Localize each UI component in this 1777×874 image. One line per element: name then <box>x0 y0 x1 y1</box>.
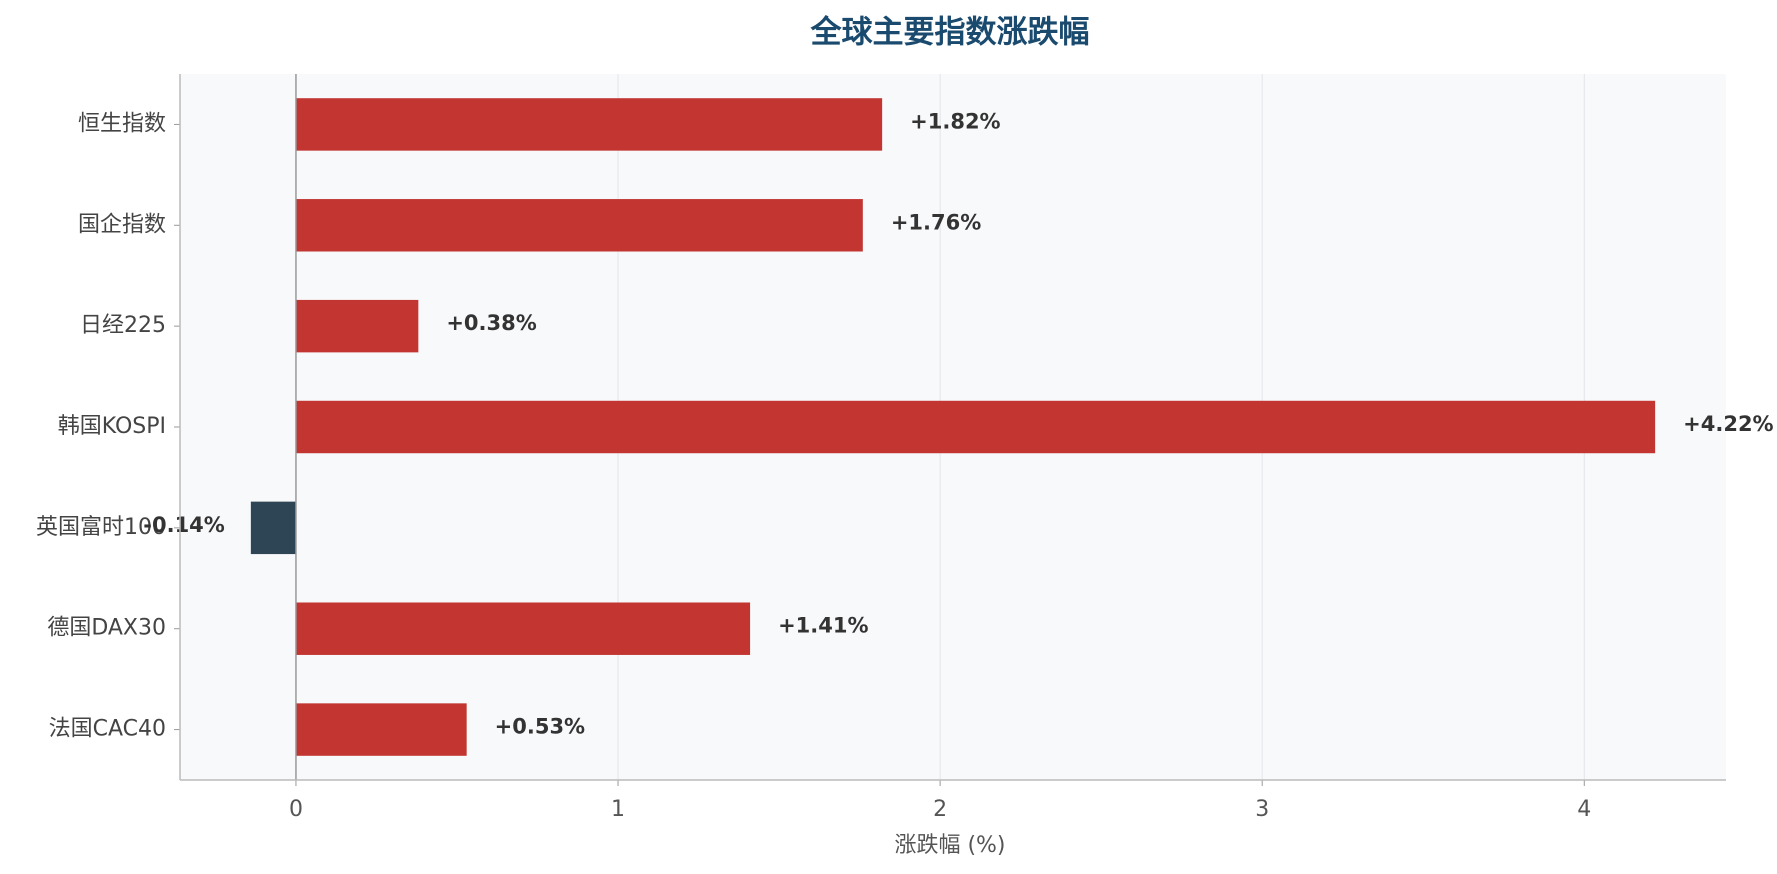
y-tick-label: 日经225 <box>80 313 166 338</box>
bar <box>295 602 751 655</box>
y-tick-label: 英国富时100 <box>36 515 166 540</box>
value-label: +0.38% <box>446 311 536 335</box>
x-tick-label: 3 <box>1255 797 1269 822</box>
y-tick-label: 恒生指数 <box>78 111 166 136</box>
x-tick-label: 1 <box>611 797 625 822</box>
x-tick-label: 2 <box>933 797 947 822</box>
y-tick-label: 国企指数 <box>78 212 166 237</box>
x-tick-label: 0 <box>289 797 303 822</box>
bar <box>295 199 863 252</box>
value-label: -0.14% <box>143 513 225 537</box>
value-label: +0.53% <box>495 715 585 739</box>
bar <box>295 299 419 353</box>
bar <box>250 501 296 555</box>
y-tick-label: 德国DAX30 <box>47 616 166 641</box>
value-label: +1.82% <box>910 109 1000 133</box>
value-label: +1.41% <box>778 614 868 638</box>
y-tick-label: 韩国KOSPI <box>58 414 166 439</box>
value-label: +1.76% <box>891 210 981 234</box>
x-tick-label: 4 <box>1577 797 1591 822</box>
bar <box>295 703 467 756</box>
bar <box>295 400 1656 454</box>
value-label: +4.22% <box>1683 412 1773 436</box>
y-tick-label: 法国CAC40 <box>49 717 166 742</box>
bar <box>295 98 883 151</box>
x-axis-label: 涨跌幅 (%) <box>894 833 1005 858</box>
chart-title: 全球主要指数涨跌幅 <box>810 15 1090 51</box>
